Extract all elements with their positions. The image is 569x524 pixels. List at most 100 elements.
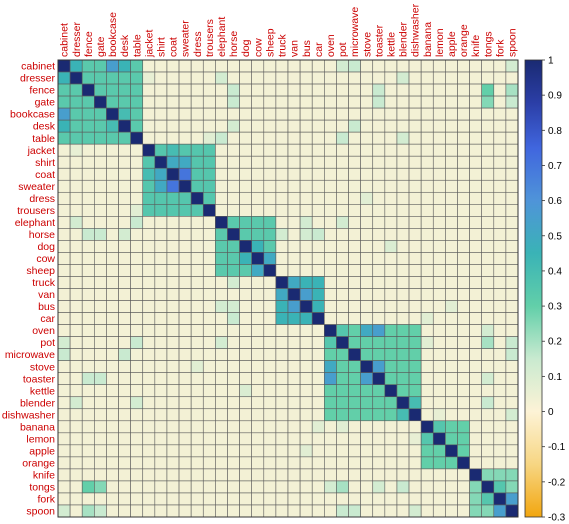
column-label-oven: oven [325, 34, 337, 57]
heatmap-cell-toaster-tongs [481, 372, 495, 386]
heatmap-cell-fence-fence [81, 83, 95, 97]
heatmap-cell-dresser-coat [166, 71, 180, 85]
heatmap-cell-knife-dishwasher [408, 468, 422, 482]
heatmap-cell-dog-toaster [372, 240, 386, 253]
heatmap-cell-gate-shirt [154, 95, 168, 109]
heatmap-cell-stove-truck [275, 360, 289, 373]
heatmap-cell-sweater-cow [251, 179, 265, 193]
heatmap-cell-cow-cabinet [57, 252, 71, 265]
heatmap-cell-table-van [287, 131, 301, 145]
heatmap-cell-fence-coat [166, 83, 180, 97]
heatmap-cell-stove-dress [190, 360, 204, 373]
heatmap-cell-trousers-tongs [481, 204, 495, 217]
column-label-pot: pot [337, 42, 349, 57]
heatmap-cell-table-dress [190, 131, 204, 145]
heatmap-cell-bookcase-fork [493, 107, 507, 121]
heatmap-cell-dress-knife [469, 191, 482, 205]
heatmap-cell-toaster-table [130, 372, 144, 386]
heatmap-cell-sheep-sweater [178, 264, 192, 277]
heatmap-cell-bookcase-trousers [202, 107, 216, 121]
heatmap-cell-lemon-microwave [348, 432, 361, 446]
row-label-fork: fork [37, 494, 55, 506]
heatmap-cell-dress-fork [493, 191, 507, 205]
heatmap-cell-fence-apple [445, 83, 458, 97]
heatmap-cell-van-apple [445, 288, 458, 301]
heatmap-cell-shirt-orange [457, 155, 470, 169]
heatmap-cell-jacket-cabinet [57, 143, 71, 157]
heatmap-cell-fork-fork [493, 492, 507, 506]
heatmap-cell-dresser-table [130, 71, 144, 85]
heatmap-cell-knife-fork [493, 468, 507, 482]
heatmap-cell-dishwasher-car [311, 408, 325, 422]
heatmap-cell-cow-sheep [263, 252, 277, 265]
heatmap-cell-gate-dog [239, 95, 252, 109]
heatmap-cell-shirt-tongs [481, 155, 495, 169]
heatmap-cell-dog-fork [493, 240, 507, 253]
heatmap-cell-pot-microwave [348, 336, 361, 349]
heatmap-cell-tongs-elephant [215, 480, 228, 494]
heatmap-cell-microwave-shirt [154, 348, 168, 361]
heatmap-cell-tongs-shirt [154, 480, 168, 494]
column-label-spoon: spoon [507, 28, 519, 57]
heatmap-cell-trousers-kettle [384, 204, 398, 217]
heatmap-cell-horse-van [287, 228, 301, 241]
column-label-apple: apple [446, 31, 458, 57]
heatmap-cell-knife-bookcase [106, 468, 119, 482]
heatmap-cell-toaster-lemon [432, 372, 446, 386]
heatmap-cell-oven-gate [94, 324, 107, 337]
heatmap-cell-apple-pot [336, 444, 349, 458]
heatmap-cell-coat-lemon [432, 167, 446, 181]
heatmap-cell-blender-dog [239, 396, 252, 410]
row-label-bookcase: bookcase [10, 109, 55, 121]
heatmap-cell-toaster-bookcase [106, 372, 119, 386]
heatmap-cell-shirt-dishwasher [408, 155, 422, 169]
heatmap-cell-sweater-microwave [348, 179, 361, 193]
heatmap-cell-sweater-dog [239, 179, 252, 193]
heatmap-cell-fence-table [130, 83, 144, 97]
heatmap-cell-lemon-bus [299, 432, 313, 446]
heatmap-cell-truck-oven [324, 276, 337, 289]
heatmap-cell-blender-dishwasher [408, 396, 422, 410]
heatmap-cell-kettle-oven [324, 384, 337, 398]
heatmap-cell-stove-bus [299, 360, 313, 373]
heatmap-cell-truck-toaster [372, 276, 386, 289]
heatmap-cell-pot-apple [445, 336, 458, 349]
column-labels: cabinet dresser fence gate bookcase desk table… [59, 3, 519, 58]
heatmap-cell-trousers-dress [190, 204, 204, 217]
heatmap-cell-desk-car [311, 119, 325, 133]
heatmap-cell-jacket-oven [324, 143, 337, 157]
heatmap-cell-banana-gate [94, 420, 107, 434]
heatmap-cell-apple-toaster [372, 444, 386, 458]
colorbar-tick-label: 0.7 [548, 161, 562, 172]
heatmap-cell-bookcase-dishwasher [408, 107, 422, 121]
heatmap-cell-horse-knife [469, 228, 482, 241]
heatmap-cell-stove-trousers [202, 360, 216, 373]
heatmap-cell-tongs-spoon [505, 480, 519, 494]
heatmap-cell-fence-elephant [215, 83, 228, 97]
heatmap-cell-car-kettle [384, 312, 398, 325]
heatmap-cell-oven-toaster [372, 324, 386, 337]
heatmap-cell-toaster-horse [227, 372, 240, 386]
heatmap-cell-dresser-stove [360, 71, 374, 85]
heatmap-cell-desk-apple [445, 119, 458, 133]
heatmap-cell-blender-spoon [505, 396, 519, 410]
heatmap-cell-shirt-sheep [263, 155, 277, 169]
heatmap-cell-oven-bookcase [106, 324, 119, 337]
heatmap-cell-spoon-shirt [154, 504, 168, 518]
heatmap-cell-orange-stove [360, 456, 374, 470]
heatmap-cell-dress-cow [251, 191, 265, 205]
heatmap-cell-apple-kettle [384, 444, 398, 458]
heatmap-cell-horse-dresser [69, 228, 83, 241]
heatmap-cell-stove-dog [239, 360, 252, 373]
heatmap-cell-sheep-car [311, 264, 325, 277]
heatmap-cell-sheep-knife [469, 264, 482, 277]
heatmap-cell-bookcase-oven [324, 107, 337, 121]
heatmap-cell-truck-bus [299, 276, 313, 289]
heatmap-cell-trousers-shirt [154, 204, 168, 217]
heatmap-cell-kettle-cabinet [57, 384, 71, 398]
heatmap-cell-apple-van [287, 444, 301, 458]
heatmap-cell-stove-van [287, 360, 301, 373]
heatmap-cell-fork-coat [166, 492, 180, 506]
heatmap-cell-banana-elephant [215, 420, 228, 434]
heatmap-cell-table-dishwasher [408, 131, 422, 145]
